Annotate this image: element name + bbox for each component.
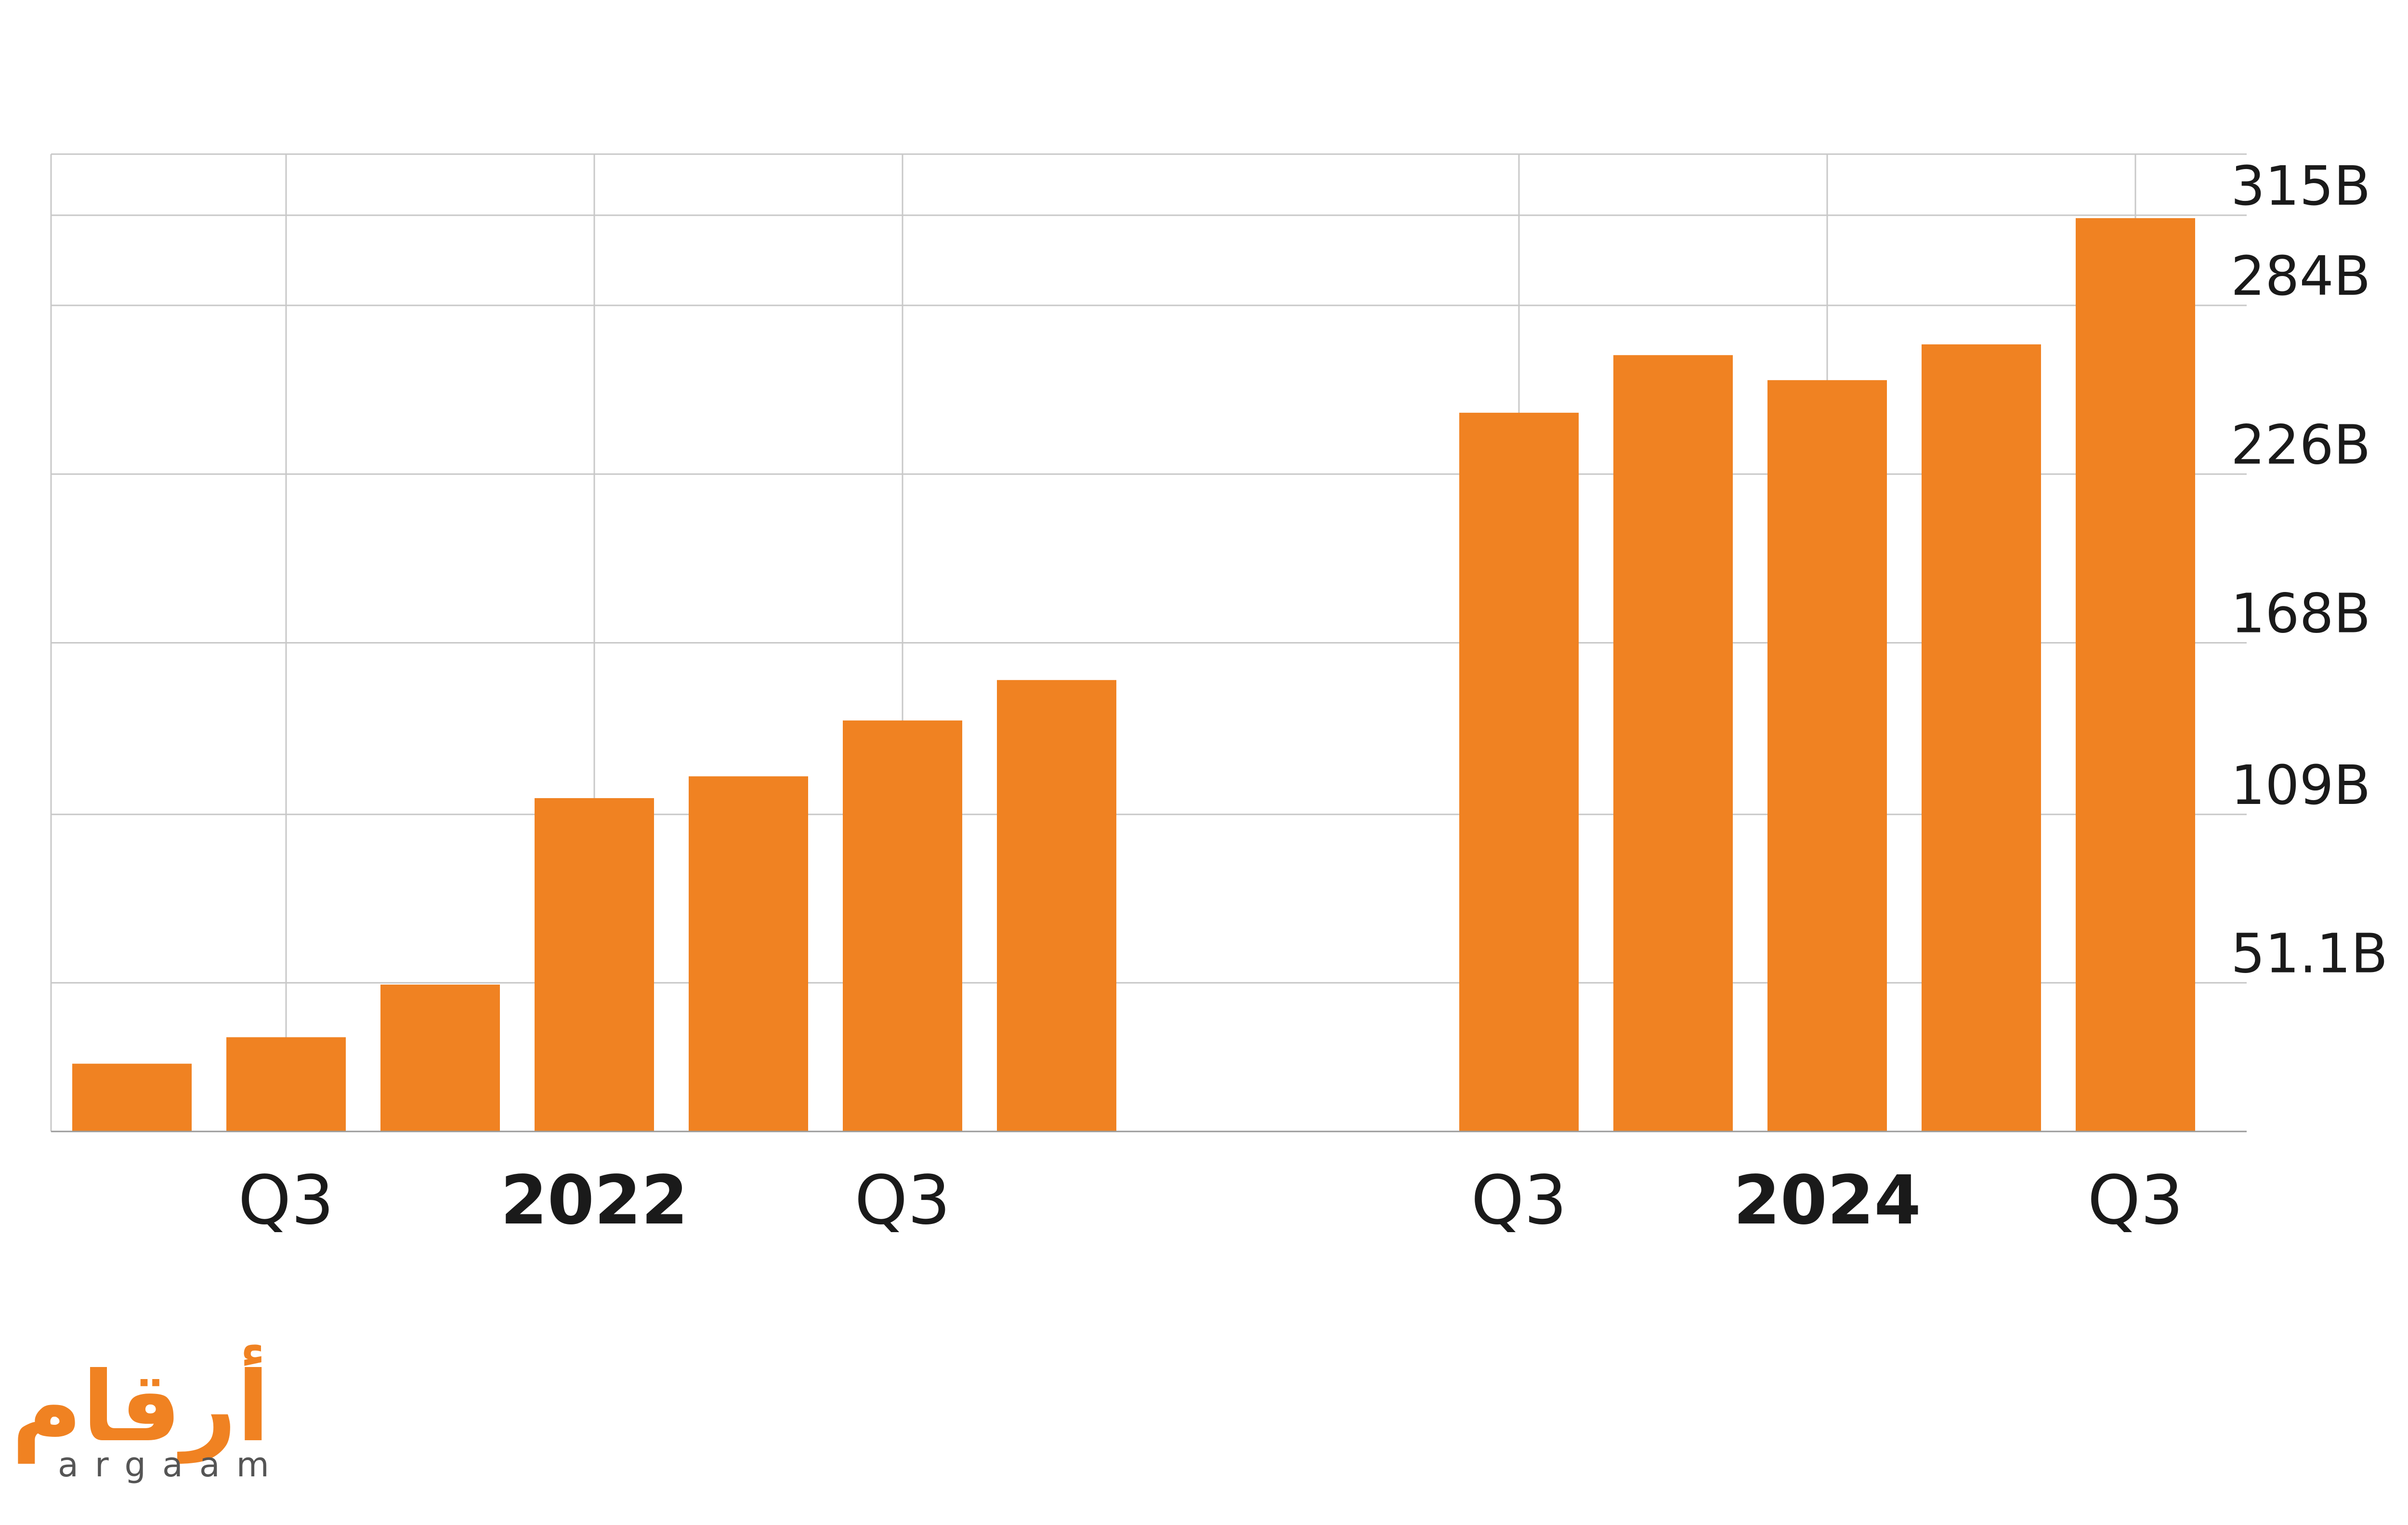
- bar: [843, 720, 962, 1131]
- y-tick-label: 109B: [2231, 754, 2371, 817]
- y-tick-label: 168B: [2231, 583, 2371, 645]
- bar: [535, 798, 654, 1131]
- x-tick-label: Q3: [238, 1161, 334, 1240]
- y-tick-label: 51.1B: [2231, 922, 2388, 985]
- bar: [997, 680, 1116, 1131]
- bar: [1922, 344, 2041, 1131]
- y-tick-label: 284B: [2231, 245, 2371, 308]
- y-tick-label: 315B: [2231, 155, 2371, 218]
- bar: [689, 776, 808, 1131]
- bar: [1459, 412, 1579, 1131]
- bar: [226, 1037, 346, 1131]
- x-tick-label: Q3: [854, 1161, 950, 1240]
- logo-latin: argaam: [58, 1445, 286, 1485]
- bar: [1613, 355, 1733, 1132]
- bar: [2076, 218, 2195, 1131]
- x-tick-label: 2022: [500, 1161, 688, 1240]
- logo-arabic: أرقام: [12, 1344, 270, 1464]
- y-tick-label: 226B: [2231, 414, 2371, 476]
- x-tick-label: Q3: [2087, 1161, 2183, 1240]
- bar: [72, 1064, 192, 1131]
- x-tick-label: Q3: [1471, 1161, 1567, 1240]
- bar: [1767, 380, 1887, 1131]
- x-tick-label: 2024: [1733, 1161, 1921, 1240]
- bar: [380, 985, 500, 1131]
- plot: 51.1B 109B 168B 226B 284B 315B Q3 2022 Q3 Q3 2024 Q…: [51, 154, 2388, 1240]
